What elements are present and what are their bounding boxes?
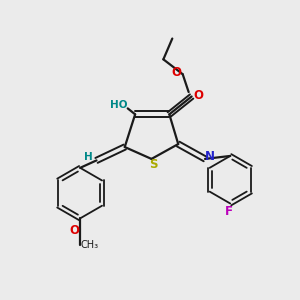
Text: O: O xyxy=(69,224,79,237)
Text: F: F xyxy=(225,205,233,218)
Text: N: N xyxy=(205,150,215,163)
Text: HO: HO xyxy=(110,100,128,110)
Text: CH₃: CH₃ xyxy=(80,240,98,250)
Text: O: O xyxy=(171,66,181,79)
Text: S: S xyxy=(149,158,157,171)
Text: H: H xyxy=(84,152,93,162)
Text: O: O xyxy=(193,88,203,101)
